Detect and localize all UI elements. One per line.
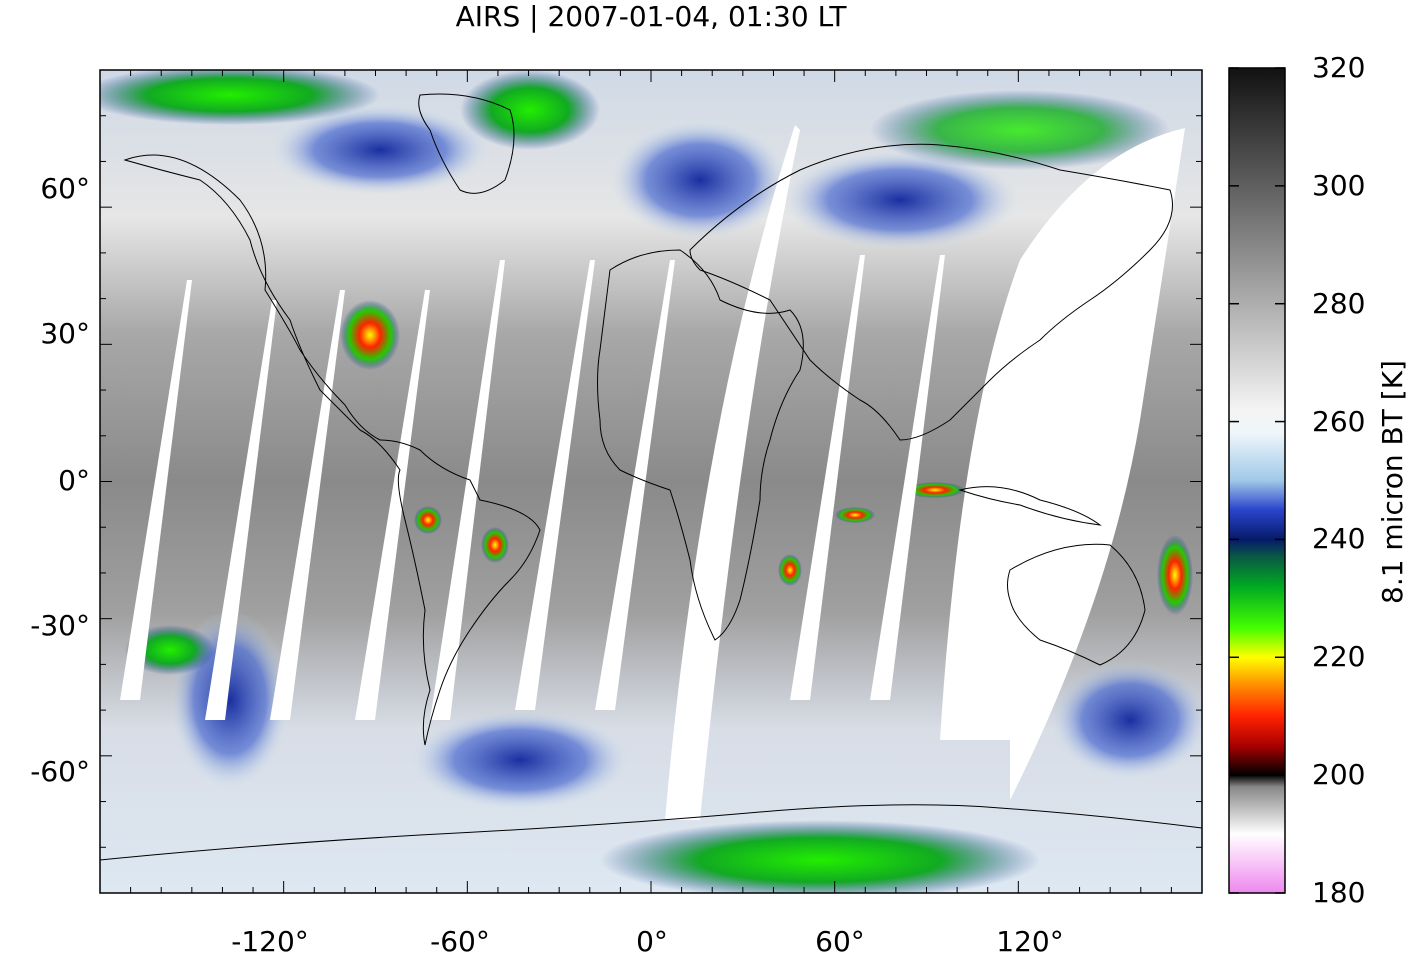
x-tick-label: 0° bbox=[636, 925, 668, 958]
colorbar bbox=[1229, 68, 1285, 893]
colorbar-frame bbox=[1228, 67, 1286, 894]
y-tick-label: 60° bbox=[40, 172, 90, 205]
x-tick-label: 60° bbox=[815, 925, 865, 958]
x-tick-label: 120° bbox=[996, 925, 1064, 958]
map-ticks bbox=[99, 69, 1203, 894]
y-tick-label: -30° bbox=[30, 609, 90, 642]
colorbar-tick-label: 280 bbox=[1312, 287, 1366, 320]
y-tick-label: 0° bbox=[58, 464, 90, 497]
coastlines bbox=[100, 93, 1202, 861]
colorbar-title: 8.1 micron BT [K] bbox=[1376, 360, 1409, 604]
colorbar-tick-label: 300 bbox=[1312, 169, 1366, 202]
colorbar-tick-label: 320 bbox=[1312, 51, 1366, 84]
colorbar-tick-label: 240 bbox=[1312, 522, 1366, 555]
x-tick-label: -120° bbox=[231, 925, 309, 958]
colorbar-ticks bbox=[1229, 67, 1285, 894]
map-title: AIRS | 2007-01-04, 01:30 LT bbox=[455, 0, 847, 33]
brightness-temperature-map bbox=[100, 70, 1202, 893]
y-tick-label: -60° bbox=[30, 755, 90, 788]
colorbar-tick-label: 220 bbox=[1312, 640, 1366, 673]
y-tick-label: 30° bbox=[40, 317, 90, 350]
colorbar-tick-label: 180 bbox=[1312, 876, 1366, 909]
colorbar-tick-label: 260 bbox=[1312, 405, 1366, 438]
x-tick-label: -60° bbox=[430, 925, 490, 958]
colorbar-tick-label: 200 bbox=[1312, 758, 1366, 791]
